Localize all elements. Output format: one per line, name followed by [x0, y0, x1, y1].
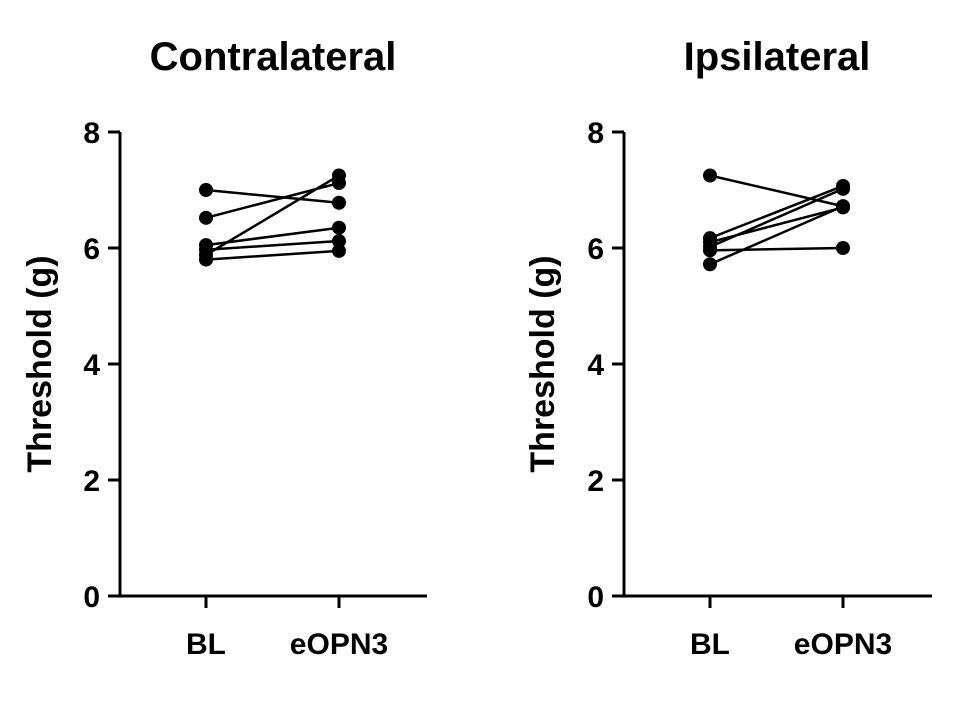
data-point — [836, 181, 850, 196]
data-point — [332, 243, 346, 258]
y-tick-label: 4 — [83, 349, 100, 382]
data-point — [199, 210, 213, 225]
chart-title: Ipsilateral — [684, 35, 871, 79]
y-tick-label: 0 — [83, 581, 100, 614]
data-point — [332, 234, 346, 249]
y-tick-label: 6 — [587, 233, 604, 266]
data-point — [199, 183, 213, 197]
panel-contralateral: Contralateral Threshold (g) 0 2 4 6 8 BL eOPN3 — [21, 35, 427, 661]
series-line — [709, 174, 844, 208]
y-tick-label: 6 — [83, 233, 100, 266]
plot-area — [703, 168, 850, 272]
data-point — [836, 199, 850, 214]
data-point — [703, 257, 717, 272]
x-tick-label: BL — [186, 628, 226, 661]
data-point — [332, 195, 346, 210]
data-point — [703, 168, 717, 183]
series-line — [205, 249, 340, 261]
panel-ipsilateral: Ipsilateral Threshold (g) 0 2 4 6 8 BL eOPN3 — [524, 35, 932, 661]
series-line — [205, 239, 340, 251]
y-tick-label: 4 — [587, 349, 604, 382]
y-tick-label: 8 — [83, 117, 100, 150]
y-tick-label: 2 — [587, 465, 604, 498]
data-point — [332, 168, 346, 183]
x-tick-label: eOPN3 — [290, 628, 388, 661]
y-tick-label: 0 — [587, 581, 604, 614]
series-line — [205, 188, 340, 205]
series-line — [709, 184, 844, 240]
series-line — [709, 187, 844, 248]
y-tick-label: 8 — [587, 117, 604, 150]
data-point — [703, 243, 717, 258]
axes: 0 2 4 6 8 BL eOPN3 — [83, 117, 427, 661]
data-point — [332, 220, 346, 235]
series-line — [205, 174, 340, 257]
data-point — [199, 252, 213, 267]
chart-title: Contralateral — [150, 35, 397, 79]
x-tick-label: BL — [690, 628, 730, 661]
x-tick-label: eOPN3 — [794, 628, 892, 661]
y-axis-label: Threshold (g) — [524, 255, 562, 472]
series-line — [709, 205, 844, 266]
y-axis-label: Threshold (g) — [21, 255, 59, 472]
axes: 0 2 4 6 8 BL eOPN3 — [587, 117, 932, 661]
plot-area — [199, 168, 346, 267]
data-point — [836, 241, 850, 255]
series-line — [709, 246, 844, 252]
y-tick-label: 2 — [83, 465, 100, 498]
